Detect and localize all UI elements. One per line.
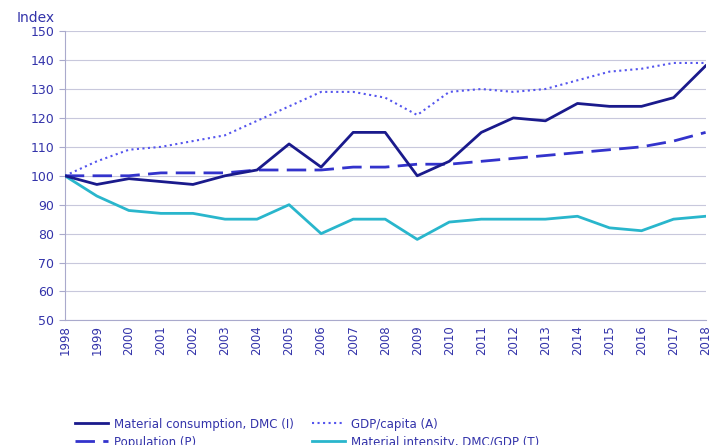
- Legend: Material consumption, DMC (I), Population (P), GDP/capita (A), Material intensit: Material consumption, DMC (I), Populatio…: [71, 413, 544, 445]
- Text: Index: Index: [17, 12, 55, 25]
